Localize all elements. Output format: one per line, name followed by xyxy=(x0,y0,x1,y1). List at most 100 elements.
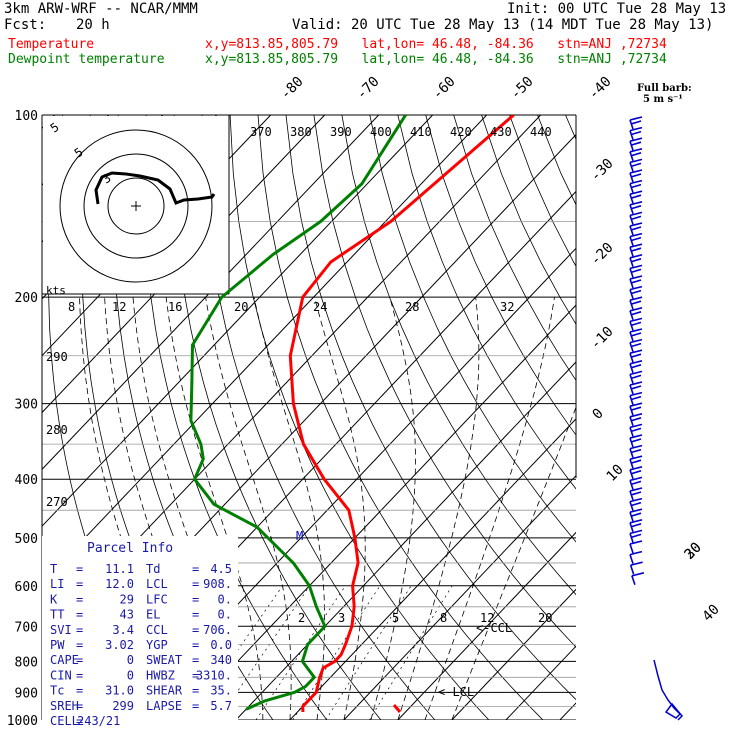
wind-barb xyxy=(629,211,643,225)
wind-barb-feather xyxy=(630,342,642,348)
wind-barb xyxy=(629,434,643,448)
isotherm-right-label: 0 xyxy=(590,406,607,423)
wind-barb-feather xyxy=(630,427,642,433)
wind-barb xyxy=(629,466,643,480)
wind-barb xyxy=(629,222,643,236)
wind-barb xyxy=(629,254,643,268)
wind-barb-staff xyxy=(629,554,634,564)
theta-label: 430 xyxy=(490,125,512,139)
wind-barb xyxy=(629,328,643,342)
wind-barb-feather xyxy=(629,222,643,227)
wind-barb-feather xyxy=(630,512,642,517)
wind-barb-feather xyxy=(629,476,643,482)
wind-barb xyxy=(629,148,643,162)
mixing-ratio-label: 8 xyxy=(440,611,447,625)
isotherm-right-label: -20 xyxy=(588,240,617,269)
hodo-speed-label: 8 xyxy=(68,300,75,314)
dewpoint-legend-name: Dewpoint temperature xyxy=(8,52,165,67)
wind-barb-feather xyxy=(629,423,643,429)
wind-barb-feather xyxy=(630,194,642,199)
wind-barb-feather xyxy=(630,385,642,390)
wind-barb-staff xyxy=(629,564,635,575)
wind-barb-feather xyxy=(630,120,642,125)
theta-label: 440 xyxy=(530,125,552,139)
wind-barb-feather xyxy=(630,236,642,242)
wind-barb xyxy=(629,296,643,310)
isotherm-line xyxy=(289,418,576,720)
pressure-tick-label: 600 xyxy=(15,580,38,595)
barb-legend-line1: Full barb: xyxy=(637,83,692,94)
pressure-tick-label: 900 xyxy=(15,686,38,701)
hodo-speed-label: 28 xyxy=(405,300,419,314)
wind-barb xyxy=(629,413,643,427)
wind-barb-feather xyxy=(629,190,643,195)
pressure-tick-label: 700 xyxy=(15,620,38,635)
mixing-ratio-label: 5 xyxy=(392,611,399,625)
mixing-ratio-line xyxy=(292,585,381,720)
wind-barb-feather xyxy=(629,360,643,365)
wind-barb-feather xyxy=(630,247,642,252)
wind-barb-feather xyxy=(629,254,643,259)
wind-barb-feather xyxy=(629,413,643,418)
mixing-ratio-line xyxy=(255,585,346,720)
temperature-legend-name: Temperature xyxy=(8,37,95,52)
wind-barb xyxy=(629,285,643,299)
wind-barb xyxy=(629,317,643,331)
valid-time: Valid: 20 UTC Tue 28 May 13 (14 MDT Tue … xyxy=(292,17,714,33)
isotherm-top-label: -40 xyxy=(586,74,615,103)
dry-adiabat-line xyxy=(509,115,576,267)
wind-barb xyxy=(629,476,643,490)
wind-barb xyxy=(629,307,643,321)
marker-label: M xyxy=(296,529,303,543)
fcst-value: 20 h xyxy=(76,17,110,33)
wind-barb xyxy=(629,158,643,172)
wind-barb-feather xyxy=(629,550,643,556)
wind-barb-staff xyxy=(629,543,634,554)
wind-barb-feather xyxy=(629,148,643,153)
isotherm-line xyxy=(397,531,576,720)
wind-barb xyxy=(629,529,643,543)
wind-barb xyxy=(629,391,643,405)
wind-barb-feather xyxy=(629,540,643,545)
isotherm-line xyxy=(505,645,576,720)
wind-barb-feather xyxy=(629,307,643,312)
fcst-label: Fcst: xyxy=(4,17,47,33)
wind-barb-feather xyxy=(629,497,643,503)
mixing-ratio-label: 3 xyxy=(338,611,345,625)
wind-barb-feather xyxy=(630,395,642,401)
wind-barb xyxy=(629,116,643,130)
dewpoint-legend-meta: x,y=813.85,805.79 lat,lon= 46.48, -84.36… xyxy=(205,52,667,67)
wind-barb-feather xyxy=(630,332,642,337)
wind-barb-feather xyxy=(630,226,642,231)
hodograph-ring xyxy=(83,153,189,259)
wind-barb xyxy=(629,243,643,257)
model-title: 3km ARW-WRF -- NCAR/MMM xyxy=(4,1,198,17)
wind-barb xyxy=(629,508,643,522)
pressure-tick-label: 800 xyxy=(15,655,38,670)
wind-barb-feather xyxy=(629,317,643,323)
hodo-speed-label: 12 xyxy=(112,300,126,314)
wind-barb xyxy=(629,126,643,140)
dewpoint-profile-line xyxy=(189,115,407,711)
wind-barb-feather xyxy=(630,533,642,539)
isotherm-right-label: 40 xyxy=(700,602,723,625)
wind-barb-feather xyxy=(629,116,643,121)
theta-label: 380 xyxy=(290,125,312,139)
barb-legend-line2: 5 m s⁻¹ xyxy=(643,94,683,105)
wind-barb-feather xyxy=(629,243,643,248)
hodo-speed-label: 16 xyxy=(168,300,182,314)
wind-barb-feather xyxy=(629,381,643,386)
wind-barb-feather xyxy=(629,349,643,354)
wind-barb-feather xyxy=(630,300,642,305)
wind-barb xyxy=(629,487,643,501)
isotherm-top-label: -70 xyxy=(354,74,383,103)
wind-barb-feather xyxy=(629,201,643,206)
wind-barb-feather xyxy=(630,374,642,380)
moist-adiabat-line xyxy=(451,406,576,720)
wind-barb xyxy=(629,179,643,193)
wind-barb-feather xyxy=(629,338,643,344)
wind-barb xyxy=(629,275,643,289)
isotherm-right-label: -30 xyxy=(588,156,617,185)
wind-barb-feather xyxy=(630,258,642,263)
isotherm-top-label: -80 xyxy=(278,74,307,103)
